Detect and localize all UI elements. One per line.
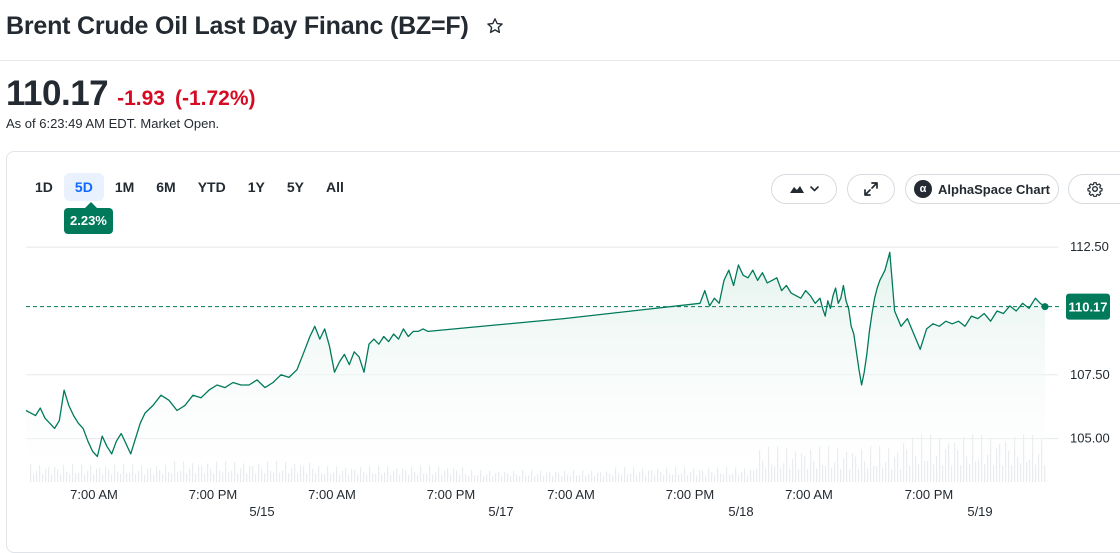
range-tab-5d[interactable]: 5D [63, 173, 104, 201]
star-outline-icon-svg [486, 18, 503, 34]
y-tick-label: 105.00 [1070, 431, 1110, 446]
x-tick-label: 7:00 PM [666, 487, 714, 502]
x-tick-label: 7:00 AM [785, 487, 833, 502]
alphaspace-logo-icon: α [914, 180, 932, 198]
current-price-flag-label: 110.17 [1068, 300, 1107, 315]
range-tab-1d[interactable]: 1D [35, 179, 53, 195]
quote-row: 110.17 -1.93 (-1.72%) [6, 74, 256, 114]
range-tab-1m[interactable]: 1M [114, 179, 135, 195]
page-title: Brent Crude Oil Last Day Financ (BZ=F) [6, 11, 469, 40]
range-tab-5y[interactable]: 5Y [286, 179, 304, 195]
alphaspace-chart-label: AlphaSpace Chart [938, 181, 1050, 197]
price-change: -1.93 [117, 87, 165, 110]
current-price-dot [1041, 303, 1049, 311]
price-area-fill [26, 252, 1045, 482]
x-tick-label: 7:00 PM [427, 487, 475, 502]
gear-icon [1086, 182, 1103, 197]
x-date-label: 5/17 [488, 504, 513, 519]
x-tick-label: 7:00 AM [308, 487, 356, 502]
expand-button[interactable] [847, 174, 895, 204]
x-tick-label: 7:00 AM [547, 487, 595, 502]
range-tab-ytd[interactable]: YTD [197, 179, 226, 195]
price-change-percent: (-1.72%) [175, 87, 256, 110]
settings-button[interactable] [1068, 174, 1120, 204]
current-price: 110.17 [6, 74, 109, 113]
range-tab-all[interactable]: All [325, 179, 344, 195]
expand-icon [864, 182, 878, 196]
alphaspace-chart-button[interactable]: α AlphaSpace Chart [905, 174, 1059, 204]
title-row: Brent Crude Oil Last Day Financ (BZ=F) [6, 6, 505, 46]
x-tick-label: 7:00 AM [70, 487, 118, 502]
y-tick-label: 112.50 [1070, 239, 1109, 254]
header-divider [0, 60, 1120, 61]
star-outline-icon[interactable] [485, 16, 505, 36]
as-of-timestamp: As of 6:23:49 AM EDT. Market Open. [6, 116, 220, 131]
x-date-label: 5/15 [249, 504, 274, 519]
mountain-chart-icon [790, 186, 819, 193]
range-tab-6m[interactable]: 6M [156, 179, 176, 195]
x-tick-label: 7:00 PM [189, 487, 237, 502]
price-chart[interactable]: 112.50 107.50 105.00 110.17 7:00 AM 7:00 PM 7:… [0, 0, 1120, 522]
range-return-badge: 2.23% [64, 202, 113, 234]
x-tick-label: 7:00 PM [905, 487, 953, 502]
range-tabs: 1D 5D 1M 6M YTD 1Y 5Y All [24, 173, 355, 201]
x-date-label: 5/18 [728, 504, 753, 519]
chart-type-button[interactable] [771, 174, 837, 204]
x-date-label: 5/19 [967, 504, 992, 519]
range-tab-1y[interactable]: 1Y [247, 179, 265, 195]
price-line [25, 251, 1046, 458]
y-tick-label: 107.50 [1070, 367, 1110, 382]
current-price-flag [1066, 293, 1110, 320]
